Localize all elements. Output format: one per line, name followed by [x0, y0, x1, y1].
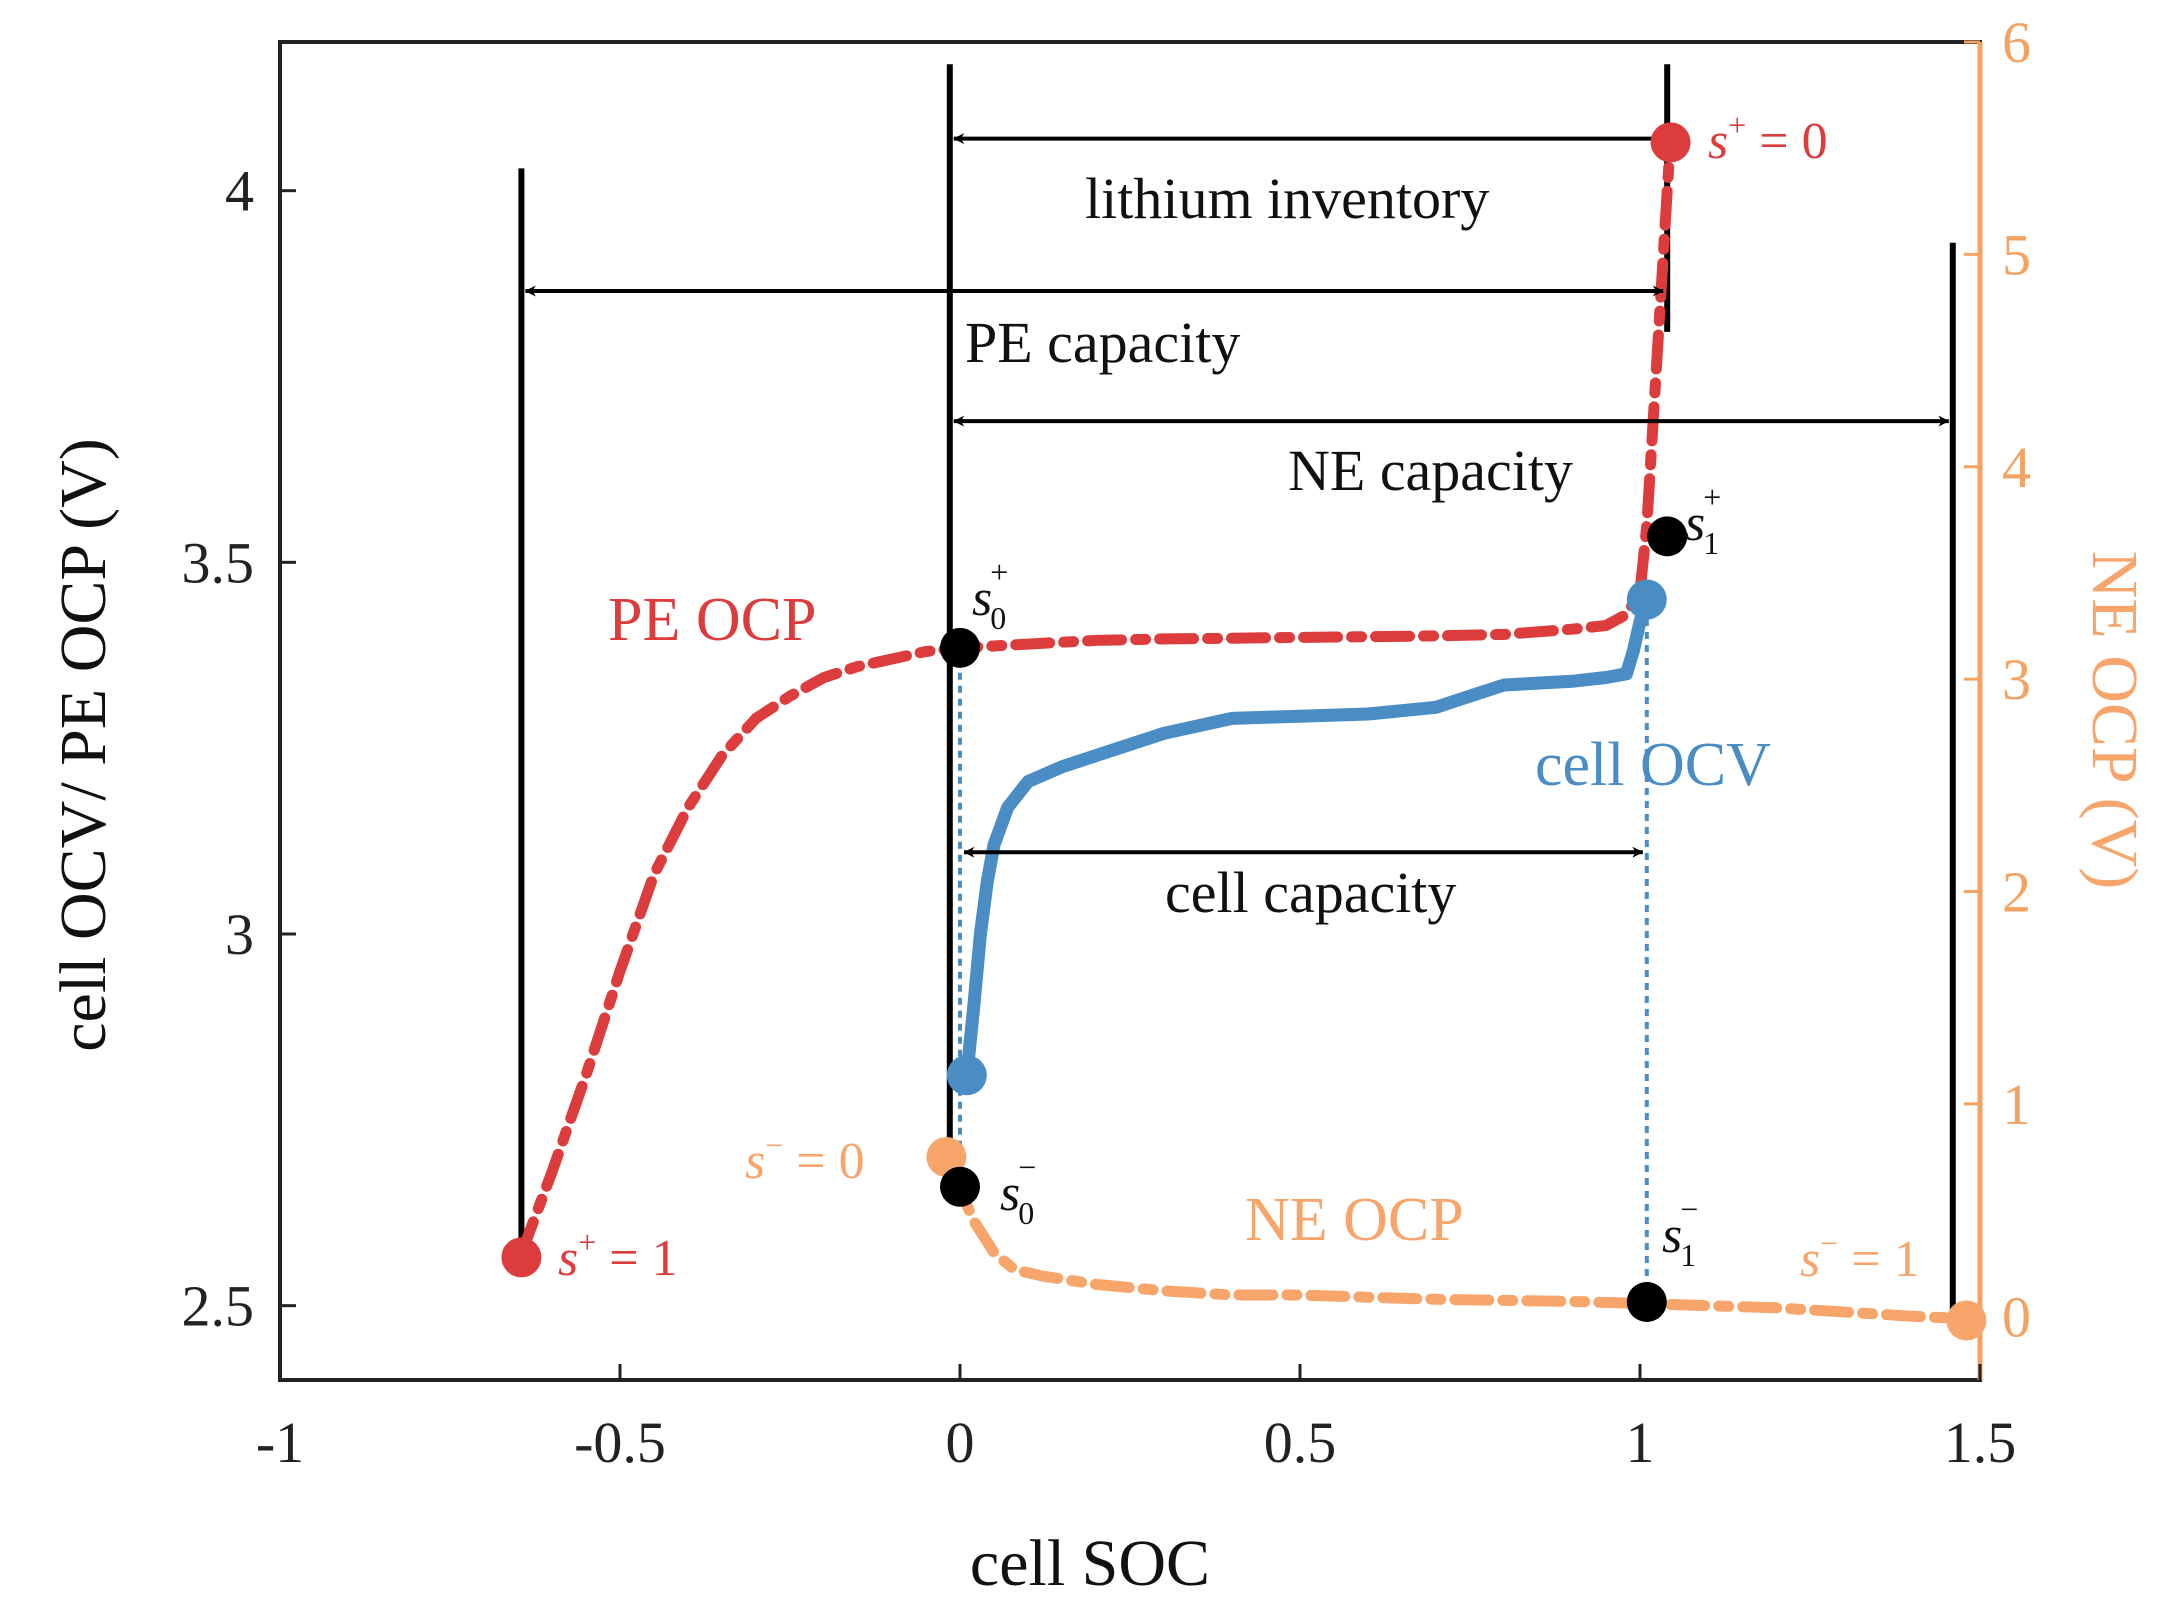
s-minus-one-label: s− = 1 — [1800, 1225, 1920, 1288]
s-minus-zero-eq: = 0 — [783, 1133, 864, 1190]
series-ne-ocp — [940, 1151, 1966, 1324]
s1-minus-sup: − — [1680, 1191, 1698, 1227]
s0-minus-base: s — [1000, 1165, 1020, 1222]
capacity-arrows — [524, 133, 1950, 858]
cell-start-marker — [946, 1055, 987, 1096]
pe-end-marker — [501, 1237, 542, 1278]
x-tick-label-1: -0.5 — [574, 1410, 666, 1475]
y2-tick-label-1: 1 — [2002, 1072, 2031, 1137]
s1-plus-base: s — [1685, 495, 1705, 552]
y-tick-label-3: 4 — [225, 159, 254, 224]
s1-minus-base: s — [1662, 1207, 1682, 1264]
cell-ocv-label: cell OCV — [1535, 731, 1771, 799]
s-minus-zero-label: s− = 0 — [745, 1127, 865, 1190]
s-minus-zero-base: s — [745, 1133, 765, 1190]
s-plus-one-eq: = 1 — [596, 1230, 677, 1287]
s1-plus-marker — [1647, 516, 1688, 557]
y-tick-label-2: 3.5 — [182, 530, 255, 595]
ne-capacity-label: NE capacity — [1288, 438, 1573, 503]
s-minus-one-eq: = 1 — [1838, 1231, 1919, 1288]
x-tick-label-3: 0.5 — [1264, 1410, 1337, 1475]
x-tick-label-5: 1.5 — [1944, 1410, 2017, 1475]
ne-ocp-label: NE OCP — [1245, 1186, 1464, 1254]
y-tick-label-0: 2.5 — [182, 1274, 255, 1339]
s0-plus-sup: + — [990, 554, 1008, 590]
lithium-inventory-label: lithium inventory — [1085, 166, 1489, 231]
pe-capacity-label: PE capacity — [965, 310, 1240, 375]
s1-minus-marker — [1626, 1281, 1667, 1322]
axis-ticks — [278, 40, 1982, 1380]
s1-minus-label: s− 1 — [1662, 1191, 1698, 1273]
curve-markers — [501, 122, 1987, 1341]
pe-start-marker — [1650, 122, 1691, 163]
bound-lines — [518, 64, 1956, 1314]
s-plus-one-sup: + — [578, 1224, 596, 1260]
ne-end-marker — [1946, 1300, 1987, 1341]
s0-minus-label: s− 0 — [1000, 1149, 1036, 1231]
y-tick-label-1: 3 — [225, 902, 254, 967]
s1-minus-sub: 1 — [1680, 1237, 1696, 1273]
y2-tick-label-3: 3 — [2002, 647, 2031, 712]
plot-frame — [278, 40, 1982, 1382]
s-plus-zero-sup: + — [1728, 107, 1746, 143]
y2-tick-label-4: 4 — [2002, 435, 2031, 500]
s1-plus-label: s+ 1 — [1685, 479, 1721, 561]
s-minus-zero-sup: − — [765, 1127, 783, 1163]
cell-capacity-label: cell capacity — [1165, 860, 1456, 925]
x-tick-label-0: -1 — [256, 1410, 304, 1475]
y2-tick-label-6: 6 — [2002, 10, 2031, 75]
s-plus-one-base: s — [558, 1230, 578, 1287]
y-axis-title: cell OCV/ PE OCP (V) — [47, 438, 120, 1052]
cell-end-marker — [1626, 579, 1667, 620]
curves — [515, 133, 1966, 1324]
series-pe-ocp — [515, 133, 1677, 1260]
s-plus-zero-base: s — [1708, 113, 1728, 170]
y2-tick-label-0: 0 — [2002, 1284, 2031, 1349]
s-plus-zero-eq: = 0 — [1746, 113, 1827, 170]
x-tick-label-4: 1 — [1626, 1410, 1655, 1475]
x-axis-title: cell SOC — [970, 1527, 1210, 1600]
series-cell-ocv — [960, 593, 1654, 1082]
s0-minus-marker — [940, 1166, 980, 1207]
s1-plus-sub: 1 — [1703, 525, 1719, 561]
s-minus-one-base: s — [1800, 1231, 1820, 1288]
s0-plus-marker — [940, 627, 980, 668]
pe-ocp-label: PE OCP — [608, 586, 816, 654]
x-tick-label-2: 0 — [946, 1410, 975, 1475]
y2-axis-title: NE OCP (V) — [2078, 551, 2151, 890]
y2-tick-label-5: 5 — [2002, 222, 2031, 287]
s0-minus-sub: 0 — [1018, 1195, 1034, 1231]
s0-plus-label: s+ 0 — [972, 554, 1008, 636]
dotted-lines — [958, 599, 1649, 1302]
y2-tick-label-2: 2 — [2002, 860, 2031, 925]
ne-start-marker — [926, 1137, 967, 1177]
s0-plus-sub: 0 — [990, 600, 1006, 636]
axis-tick-labels: -1 -0.5 0 0.5 1 1.5 2.5 3 3.5 4 0 1 2 3 4 5 6 — [182, 10, 2032, 1475]
s-plus-one-label: s+ = 1 — [558, 1224, 678, 1287]
s0-minus-sup: − — [1018, 1149, 1036, 1185]
s-plus-zero-label: s+ = 0 — [1708, 107, 1828, 170]
s1-plus-sup: + — [1703, 479, 1721, 515]
s-minus-one-sup: − — [1820, 1225, 1838, 1261]
s0-plus-base: s — [972, 570, 992, 627]
